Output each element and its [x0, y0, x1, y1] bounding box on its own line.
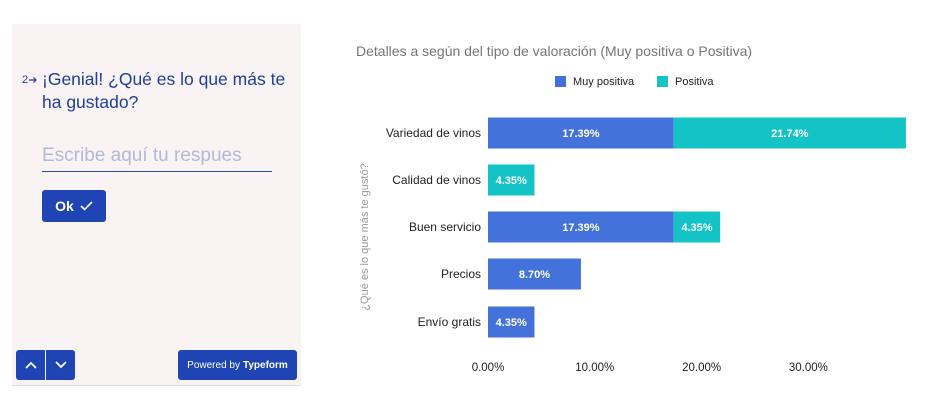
- category-label-2: Buen servicio: [409, 220, 481, 234]
- data-label-3-series-0: 8.70%: [519, 269, 550, 281]
- bar-2-series-0: [488, 211, 674, 243]
- chart-bars: Variedad de vinos 17.39% 21.74% Calidad de …: [386, 117, 906, 338]
- ok-button[interactable]: Ok: [42, 190, 106, 222]
- previous-question-button[interactable]: [16, 350, 45, 380]
- check-icon: [80, 201, 93, 211]
- legend-label-0: Muy positiva: [573, 76, 635, 88]
- powered-by-text: Powered by: [187, 359, 240, 371]
- arrow-right-icon: [29, 77, 37, 83]
- category-label-4: Envío gratis: [418, 315, 481, 329]
- bar-1-series-1: [488, 164, 535, 196]
- bar-0-series-0: [488, 117, 674, 149]
- data-label-2-series-1: 4.35%: [681, 222, 712, 234]
- ok-button-label: Ok: [55, 198, 74, 214]
- x-axis-ticks: 0.00% 10.00% 20.00% 30.00%: [472, 362, 828, 374]
- category-label-1: Calidad de vinos: [392, 173, 481, 187]
- powered-by-typeform-button[interactable]: Powered by Typeform: [178, 350, 297, 380]
- data-label-4-series-0: 4.35%: [496, 317, 527, 329]
- data-label-1-series-1: 4.35%: [496, 175, 527, 187]
- chart-title: Detalles a según del tipo de valoración …: [356, 43, 752, 59]
- x-tick-label-0: 0.00%: [472, 362, 505, 374]
- answer-input[interactable]: [42, 140, 272, 172]
- y-axis-title: ¿Qué es lo que más te gustó?: [359, 163, 371, 310]
- data-label-0-series-0: 17.39%: [562, 128, 600, 140]
- x-tick-label-3: 30.00%: [789, 362, 828, 374]
- data-label-0-series-1: 21.74%: [771, 128, 809, 140]
- chevron-down-icon: [54, 361, 67, 369]
- legend-swatch-0: [555, 76, 566, 87]
- category-label-0: Variedad de vinos: [386, 126, 481, 140]
- data-label-2-series-0: 17.39%: [562, 222, 600, 234]
- category-label-3: Precios: [441, 267, 481, 281]
- x-tick-label-2: 20.00%: [682, 362, 721, 374]
- bar-0-series-1: [673, 117, 906, 149]
- bar-4-series-0: [488, 306, 535, 338]
- chevron-up-icon: [24, 361, 37, 369]
- bar-2-series-1: [673, 211, 721, 243]
- question-text: ¡Genial! ¿Qué es lo que más te ha gustad…: [42, 69, 286, 112]
- bar-3-series-0: [488, 258, 581, 290]
- legend-label-1: Positiva: [675, 76, 714, 88]
- question-number: 2: [22, 74, 38, 86]
- next-question-button[interactable]: [46, 350, 75, 380]
- chart-legend: Muy positiva Positiva: [555, 76, 714, 88]
- x-tick-label-1: 10.00%: [575, 362, 614, 374]
- typeform-brand-text: Typeform: [242, 359, 288, 371]
- question-navigation: [16, 350, 75, 380]
- legend-swatch-1: [657, 76, 668, 87]
- question-number-text: 2: [22, 74, 29, 86]
- typeform-panel: 2 ¡Genial! ¿Qué es lo que más te ha gust…: [12, 24, 301, 386]
